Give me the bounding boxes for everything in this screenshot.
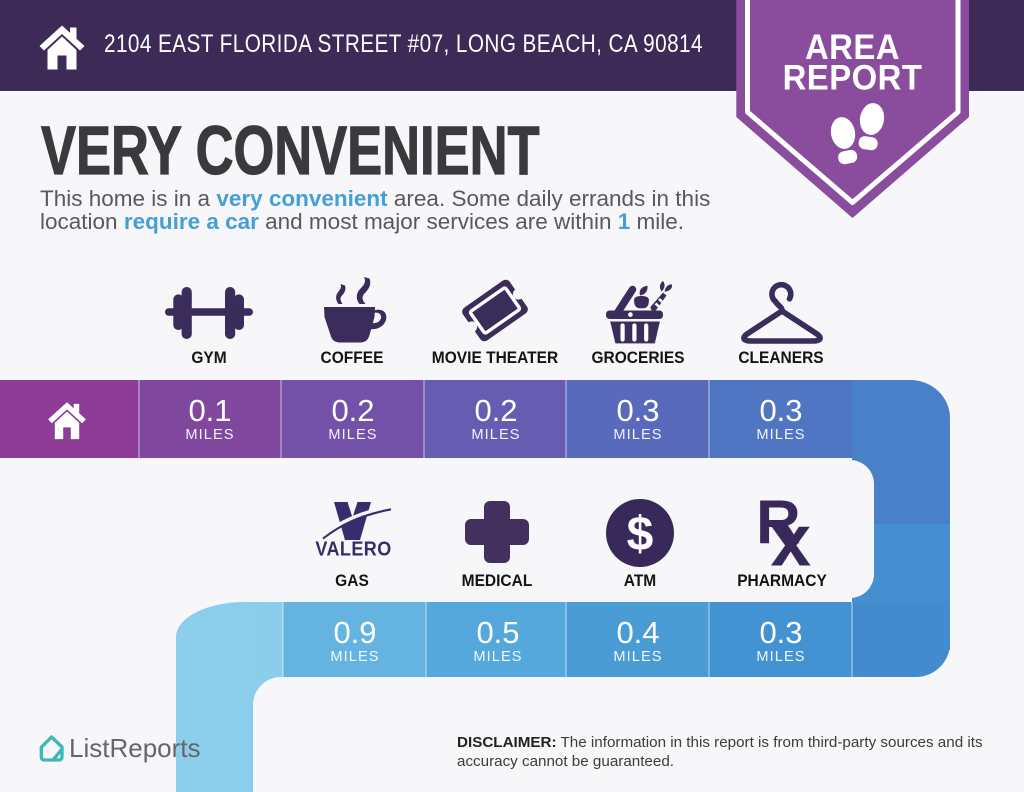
svg-text:R: R	[756, 495, 801, 558]
svg-text:x: x	[771, 500, 812, 567]
svg-text:$: $	[627, 508, 654, 561]
svg-text:REPORT: REPORT	[783, 58, 923, 97]
svg-text:VALERO: VALERO	[315, 538, 391, 560]
svg-text:AREA: AREA	[805, 28, 900, 67]
